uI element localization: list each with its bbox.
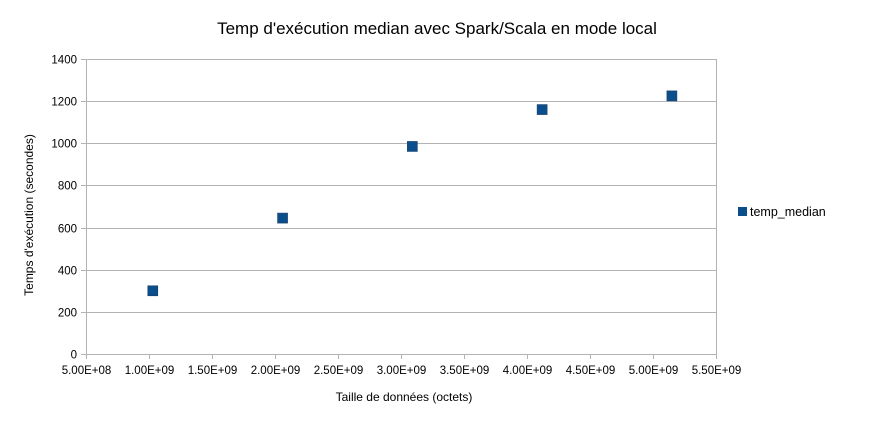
data-point	[147, 285, 159, 297]
data-point	[407, 141, 418, 152]
y-tick-label: 600	[58, 224, 77, 236]
y-tick-label: 1400	[51, 55, 77, 67]
y-tick-label: 0	[71, 350, 77, 362]
legend-label: temp_median	[750, 205, 826, 219]
x-axis-label: Taille de données (octets)	[336, 390, 473, 404]
y-axis-label: Temps d'exécution (secondes)	[22, 134, 36, 296]
data-point	[277, 212, 288, 224]
x-tick-label: 4.50E+09	[566, 365, 616, 377]
legend: temp_median	[738, 205, 826, 219]
y-tick-label: 1000	[51, 139, 77, 151]
x-tick-label: 1.50E+09	[188, 365, 238, 377]
x-tick-label: 2.50E+09	[314, 365, 364, 377]
x-axis-ticks: 5.00E+08 1.00E+09 1.50E+09 2.00E+09 2.50E+09…	[62, 354, 742, 377]
x-tick-label: 5.00E+09	[629, 365, 679, 377]
data-point	[536, 104, 548, 115]
y-tick-label: 1200	[51, 97, 77, 109]
plot-area	[86, 59, 716, 354]
x-tick-label: 5.00E+08	[62, 365, 112, 377]
data-point	[666, 90, 678, 102]
y-tick-label: 400	[58, 266, 77, 278]
y-tick-label: 200	[58, 308, 77, 320]
data-points	[147, 90, 678, 297]
x-tick-label: 2.00E+09	[251, 365, 301, 377]
y-tick-label: 800	[58, 181, 77, 193]
gridlines	[86, 59, 716, 355]
x-tick-label: 5.50E+09	[692, 365, 742, 377]
x-tick-label: 1.00E+09	[125, 365, 175, 377]
chart-title: Temp d'exécution median avec Spark/Scala…	[217, 19, 657, 38]
x-tick-label: 4.00E+09	[503, 365, 553, 377]
legend-marker	[738, 207, 747, 216]
x-tick-label: 3.00E+09	[377, 365, 427, 377]
x-tick-label: 3.50E+09	[440, 365, 490, 377]
y-axis-ticks: 0 200 400 600 800 1000 1200 1400	[51, 55, 86, 362]
